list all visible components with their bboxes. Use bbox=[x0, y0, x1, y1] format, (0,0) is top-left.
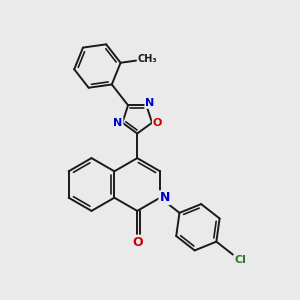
Text: N: N bbox=[146, 98, 154, 108]
Text: N: N bbox=[159, 191, 170, 204]
Text: CH₃: CH₃ bbox=[137, 54, 157, 64]
Text: Cl: Cl bbox=[234, 255, 246, 265]
Text: O: O bbox=[153, 118, 162, 128]
Text: O: O bbox=[132, 236, 142, 249]
Text: N: N bbox=[113, 118, 122, 128]
